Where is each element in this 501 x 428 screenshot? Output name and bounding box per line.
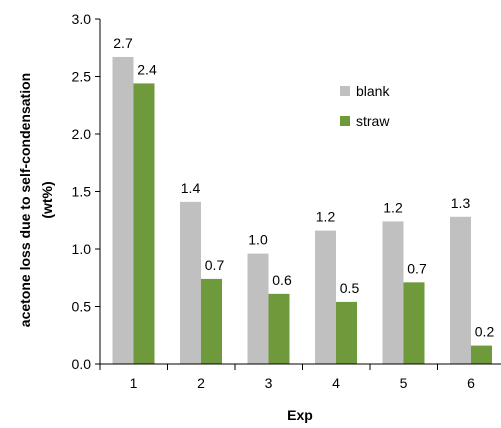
bar-straw-exp-3 (268, 293, 290, 364)
bar-blank-exp-2 (180, 201, 201, 364)
legend-swatch-straw (340, 116, 350, 126)
x-tick-label: 1 (130, 375, 138, 391)
data-labels-layer: 2.72.4 1.4 0.7 1.0 0.6 1.2 0.5 1.2 0.7 1.3 0.2 (113, 35, 494, 340)
bar-blank-exp-5 (382, 221, 404, 364)
bar-blank-exp-4 (315, 230, 336, 364)
y-axis-title: acetone loss due to self-condensation (w… (17, 73, 55, 327)
y-tick-label: 0.0 (72, 356, 92, 372)
data-label-blank-exp-1: 2.7 (113, 35, 133, 51)
x-axis-title: Exp (287, 407, 313, 423)
x-axis-ticks: 1 2 3 4 5 6 (99, 364, 475, 391)
y-tick-label: 2.5 (72, 69, 92, 85)
data-label-straw-exp-6: 0.2 (475, 324, 495, 340)
data-label-straw-exp-5: 0.7 (407, 260, 427, 276)
data-label-blank-exp-6: 1.3 (451, 195, 471, 211)
data-label-straw-exp-1: 2.4 (137, 61, 157, 77)
y-axis-ticks: 0.0 0.5 1.0 1.5 2.0 2.5 3.0 (72, 11, 100, 372)
legend-label-straw: straw (356, 113, 390, 129)
data-label-straw-exp-3: 0.6 (272, 272, 292, 288)
y-tick-label: 1.5 (72, 184, 92, 200)
y-tick-label: 1.0 (72, 241, 92, 257)
x-tick-label: 6 (467, 375, 475, 391)
y-tick-label: 2.0 (72, 126, 92, 142)
bar-straw-exp-2 (201, 278, 222, 364)
x-tick-label: 2 (197, 375, 205, 391)
bar-straw-exp-1 (133, 83, 155, 365)
data-label-blank-exp-5: 1.2 (383, 199, 403, 215)
data-label-blank-exp-4: 1.2 (316, 209, 336, 225)
bar-blank-exp-1 (112, 56, 134, 364)
bar-straw-exp-4 (336, 301, 357, 364)
legend: blank straw (340, 83, 390, 129)
y-tick-label: 3.0 (72, 11, 92, 27)
x-tick-label: 3 (265, 375, 273, 391)
bar-straw-exp-6 (471, 345, 492, 364)
bar-blank-exp-3 (247, 253, 269, 364)
y-tick-label: 0.5 (72, 299, 92, 315)
data-label-straw-exp-2: 0.7 (205, 257, 225, 273)
x-tick-label: 5 (400, 375, 408, 391)
bars-layer (112, 56, 492, 365)
data-label-straw-exp-4: 0.5 (340, 280, 360, 296)
legend-swatch-blank (340, 86, 350, 96)
data-label-blank-exp-2: 1.4 (181, 180, 201, 196)
data-label-blank-exp-3: 1.0 (248, 232, 268, 248)
bar-blank-exp-6 (450, 216, 471, 364)
legend-label-blank: blank (356, 83, 390, 99)
x-tick-label: 4 (332, 375, 340, 391)
y-axis-title-line2: (wt%) (39, 181, 55, 218)
y-axis-title-line1: acetone loss due to self-condensation (17, 73, 33, 327)
bar-straw-exp-5 (403, 282, 425, 364)
